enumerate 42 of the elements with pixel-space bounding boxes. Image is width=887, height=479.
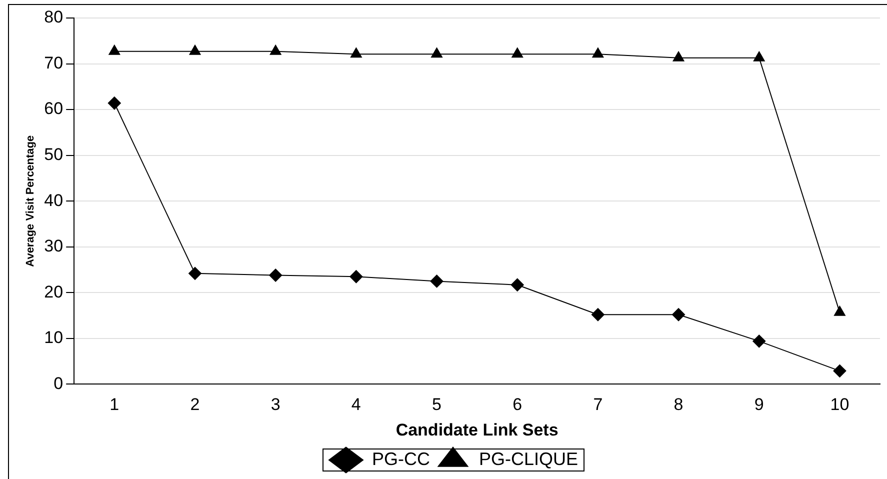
x-tick-label: 2 <box>190 395 200 414</box>
point <box>510 278 524 292</box>
x-tick-label: 9 <box>754 395 764 414</box>
x-tick-label: 3 <box>270 395 280 414</box>
y-tick-label: 30 <box>44 236 64 256</box>
point <box>269 268 282 282</box>
x-tick-label: 5 <box>432 395 442 414</box>
y-tick-label: 20 <box>44 282 64 302</box>
point <box>189 44 201 55</box>
y-tick-label: 70 <box>44 53 64 72</box>
x-axis-title: Candidate Link Sets <box>396 420 558 440</box>
x-tick-label: 8 <box>674 395 684 414</box>
x-tick-label: 1 <box>110 395 120 414</box>
point <box>672 308 686 322</box>
y-tick-label: 0 <box>54 374 64 393</box>
point <box>270 44 282 55</box>
y-tick-label: 80 <box>44 8 64 27</box>
point <box>512 48 524 58</box>
point <box>591 308 604 322</box>
x-tick-label: 10 <box>830 395 850 414</box>
point <box>108 44 120 55</box>
x-tick-label: 4 <box>351 395 361 414</box>
point <box>833 364 846 378</box>
x-tick-label: 7 <box>593 395 603 414</box>
point <box>672 51 684 62</box>
point <box>350 270 363 284</box>
point <box>431 48 442 58</box>
point <box>592 48 604 58</box>
legend-label: PG-CLIQUE <box>478 448 578 469</box>
point <box>108 96 121 110</box>
y-tick-label: 60 <box>44 99 64 118</box>
x-tick-label: 6 <box>512 395 522 414</box>
y-axis-title: Average Visit Percentage <box>24 135 37 267</box>
point <box>350 48 362 58</box>
point <box>430 274 444 288</box>
point <box>752 334 766 348</box>
legend-label: PG-CC <box>372 448 430 469</box>
point <box>188 266 202 280</box>
y-tick-label: 10 <box>44 328 64 348</box>
y-tick-label: 50 <box>44 145 64 164</box>
y-tick-label: 40 <box>44 190 64 210</box>
point <box>753 51 765 62</box>
